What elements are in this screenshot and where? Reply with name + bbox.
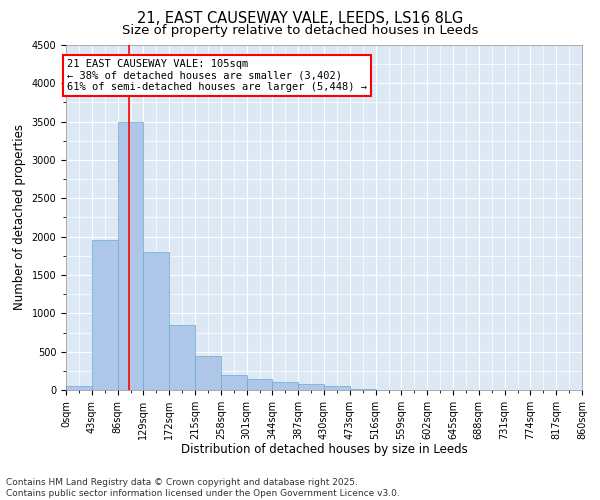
Y-axis label: Number of detached properties: Number of detached properties (13, 124, 26, 310)
Bar (272, 382, 298, 390)
Bar (92, 240, 118, 390)
Bar (350, 389, 376, 390)
Text: 21 EAST CAUSEWAY VALE: 105sqm
← 38% of detached houses are smaller (3,402)
61% o: 21 EAST CAUSEWAY VALE: 105sqm ← 38% of d… (67, 59, 367, 92)
Bar (221, 374, 247, 390)
Bar (118, 122, 143, 390)
Text: Size of property relative to detached houses in Leeds: Size of property relative to detached ho… (122, 24, 478, 37)
Text: Contains HM Land Registry data © Crown copyright and database right 2025.
Contai: Contains HM Land Registry data © Crown c… (6, 478, 400, 498)
Bar (66, 386, 92, 390)
X-axis label: Distribution of detached houses by size in Leeds: Distribution of detached houses by size … (181, 444, 467, 456)
Bar (247, 378, 272, 390)
Bar (143, 252, 169, 390)
Bar (298, 384, 324, 390)
Bar (169, 325, 195, 390)
Bar (195, 356, 221, 390)
Text: 21, EAST CAUSEWAY VALE, LEEDS, LS16 8LG: 21, EAST CAUSEWAY VALE, LEEDS, LS16 8LG (137, 11, 463, 26)
Bar (324, 386, 350, 390)
